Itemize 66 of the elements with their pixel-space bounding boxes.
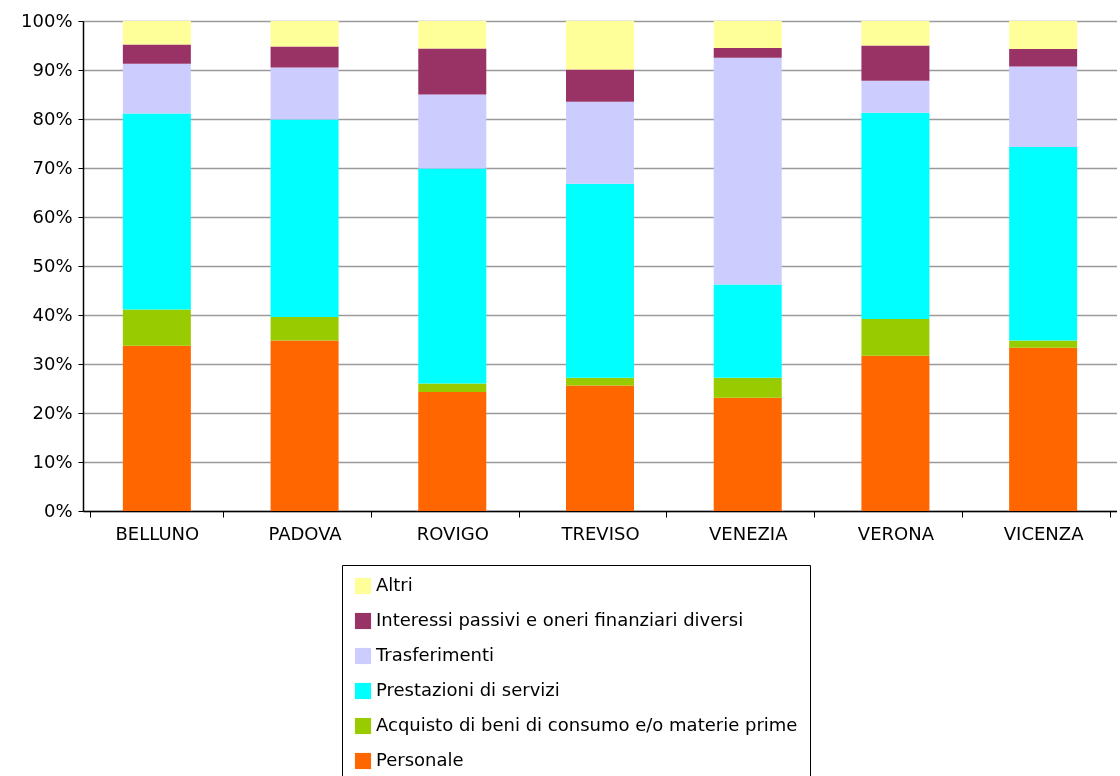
bar [713, 21, 782, 48]
bar [1009, 66, 1078, 147]
x-tick-label: TREVISO [560, 522, 640, 544]
bar [861, 45, 930, 81]
bar [418, 21, 487, 49]
bar [122, 21, 191, 45]
y-tick-label: 40% [32, 303, 73, 325]
bar [122, 63, 191, 114]
x-tick-label: VERONA [857, 522, 935, 544]
bar [566, 101, 634, 184]
bar [418, 383, 487, 392]
bar [566, 183, 634, 378]
bar [122, 309, 191, 346]
y-tick-label: 0% [43, 499, 73, 521]
y-tick-label: 20% [32, 401, 73, 423]
x-tick-label: VENEZIA [708, 522, 789, 544]
legend-label: Interessi passivi e oneri finanziari diversi [376, 609, 744, 630]
bar [861, 80, 930, 113]
bar [122, 345, 191, 511]
legend-label: Personale [376, 749, 464, 770]
bar [713, 284, 782, 378]
y-tick-label: 70% [32, 156, 73, 178]
y-tick-label: 60% [32, 205, 73, 227]
y-tick-label: 80% [32, 107, 73, 129]
bar [1009, 48, 1078, 67]
y-tick-label: 10% [32, 450, 73, 472]
bar [713, 397, 782, 511]
bar [1009, 347, 1078, 511]
bar [418, 391, 487, 511]
bar [713, 47, 782, 58]
x-tick-label: BELLUNO [115, 522, 200, 544]
bar [1009, 21, 1078, 49]
bar [1009, 340, 1078, 348]
bar [566, 69, 634, 102]
bar [566, 385, 634, 511]
bar [861, 21, 930, 46]
y-tick-label: 50% [32, 254, 73, 276]
bar [270, 21, 339, 47]
bar [418, 94, 487, 169]
x-tick-label: ROVIGO [416, 522, 489, 544]
bar [861, 355, 930, 511]
bar [122, 113, 191, 310]
bar [270, 119, 339, 317]
bar [566, 21, 634, 70]
bar [270, 67, 339, 120]
x-tick-label: VICENZA [1003, 522, 1085, 544]
bar [122, 44, 191, 64]
legend-label: Trasferimenti [375, 644, 495, 665]
y-tick-label: 30% [32, 352, 73, 374]
legend-label: Acquisto di beni di consumo e/o materie prime [376, 714, 798, 735]
bar [861, 318, 930, 356]
bar [1009, 146, 1078, 341]
x-tick-label: PADOVA [268, 522, 343, 544]
bar [418, 48, 487, 95]
bar [713, 377, 782, 398]
bar [270, 340, 339, 511]
bar [566, 377, 634, 386]
legend-label: Altri [376, 574, 413, 595]
y-tick-label: 90% [32, 58, 73, 80]
legend-label: Prestazioni di servizi [376, 679, 560, 700]
bar [713, 57, 782, 285]
bar [861, 112, 930, 319]
bar [270, 316, 339, 341]
bar [418, 168, 487, 384]
bar [270, 46, 339, 68]
y-tick-label: 100% [21, 9, 73, 31]
